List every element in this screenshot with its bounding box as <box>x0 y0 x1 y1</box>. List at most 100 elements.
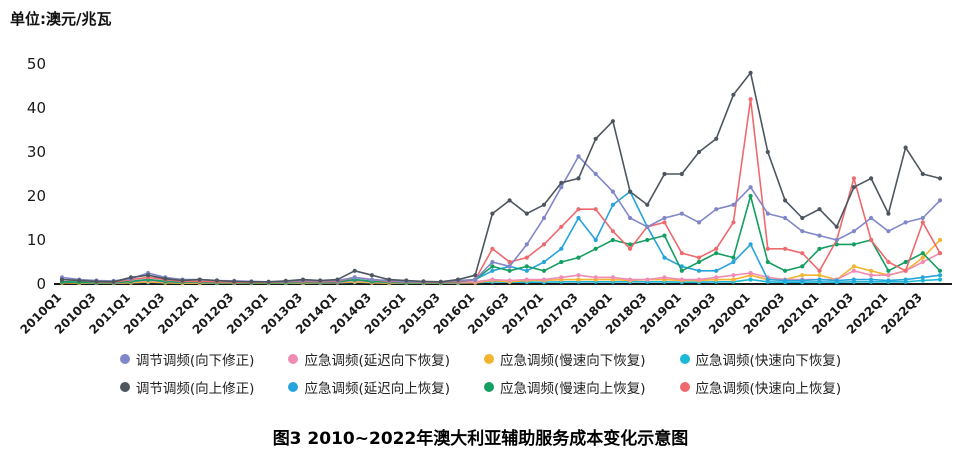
data-point <box>541 215 547 221</box>
data-point <box>524 268 529 273</box>
data-point <box>765 277 770 282</box>
data-point <box>886 211 891 216</box>
data-point <box>696 277 702 282</box>
figure-caption: 图3 2010~2022年澳大利亚辅助服务成本变化示意图 <box>272 429 689 449</box>
data-point <box>748 270 753 276</box>
data-point <box>662 255 667 260</box>
series-line <box>61 155 941 283</box>
data-point <box>662 220 667 225</box>
legend-label: 应急调频(快速向下恢复) <box>695 353 842 369</box>
legend-item: 应急调频(慢速向上恢复) <box>484 377 646 397</box>
data-point <box>214 278 219 283</box>
data-point <box>180 278 185 283</box>
data-point <box>869 277 874 282</box>
data-point <box>662 171 667 177</box>
data-point <box>576 277 581 282</box>
data-point <box>404 278 409 283</box>
data-point <box>249 279 254 284</box>
legend-label: 应急调频(延迟向上恢复) <box>304 381 450 397</box>
data-point <box>817 273 822 278</box>
data-point <box>645 224 650 229</box>
data-point <box>851 268 857 273</box>
data-point <box>576 255 581 260</box>
data-point <box>352 268 357 273</box>
data-point <box>266 279 271 284</box>
data-point <box>559 224 564 229</box>
legend-label: 应急调频(快速向上恢复) <box>695 381 842 397</box>
data-point <box>524 211 529 216</box>
data-point <box>696 259 702 265</box>
data-point <box>283 278 288 283</box>
data-point <box>765 246 770 251</box>
y-tick-label: 0 <box>36 275 46 293</box>
data-point <box>507 259 512 265</box>
data-point <box>817 277 822 282</box>
data-point <box>645 202 650 207</box>
data-point <box>696 220 702 225</box>
data-point <box>714 251 719 256</box>
data-point <box>920 278 925 283</box>
legend-item: 应急调频(快速向上恢复) <box>679 377 842 397</box>
series-line <box>61 71 941 283</box>
data-point <box>541 202 547 207</box>
data-point <box>318 278 323 283</box>
data-point <box>507 198 512 203</box>
data-point <box>559 185 564 190</box>
data-point <box>869 215 874 221</box>
data-point <box>748 242 753 247</box>
data-point <box>610 275 616 280</box>
legend-dot-icon <box>288 382 299 392</box>
legend-label: 应急调频(慢速向下恢复) <box>500 353 646 369</box>
data-point <box>886 278 891 283</box>
data-point <box>610 119 616 124</box>
data-point <box>232 279 237 284</box>
data-point <box>937 268 943 273</box>
data-point <box>77 278 82 283</box>
data-point <box>541 259 547 265</box>
data-point <box>662 215 667 221</box>
data-point <box>524 255 529 260</box>
legend-label: 应急调频(延迟向下恢复) <box>304 353 450 369</box>
data-point <box>834 278 839 283</box>
data-point <box>748 193 753 199</box>
data-point <box>490 259 495 265</box>
data-point <box>421 279 426 284</box>
data-point <box>869 268 874 273</box>
data-point <box>920 255 925 260</box>
data-point <box>524 264 529 269</box>
data-point <box>679 251 684 256</box>
y-tick-label: 10 <box>27 231 46 249</box>
data-point <box>576 207 581 212</box>
data-point <box>696 268 702 273</box>
data-point <box>197 277 202 282</box>
data-point <box>731 255 736 260</box>
data-point <box>610 237 616 243</box>
data-point <box>783 278 788 283</box>
data-point <box>937 251 943 256</box>
data-point <box>696 149 702 155</box>
legend-label: 调节调频(向下修正) <box>135 353 255 369</box>
data-point <box>920 251 925 256</box>
data-point <box>937 237 943 243</box>
legend-item: 应急调频(延迟向下恢复) <box>288 349 450 369</box>
data-point <box>714 246 719 251</box>
legend-dot-icon <box>484 354 494 364</box>
chart-area: 0 10 20 30 40 50 2010Q1 2010Q3 2011Q1 2011Q3 2012Q… <box>0 36 961 341</box>
data-point <box>800 278 805 283</box>
data-point <box>559 259 564 265</box>
data-point <box>679 171 684 177</box>
chart-svg: 010203040502010Q12010Q32011Q12011Q32012Q… <box>17 55 952 337</box>
data-point <box>473 277 478 282</box>
data-point <box>576 273 581 278</box>
data-point <box>507 278 512 283</box>
legend-label: 调节调频(向上修正) <box>135 381 255 397</box>
data-point <box>696 255 702 260</box>
data-point <box>59 277 65 282</box>
data-point <box>610 202 616 207</box>
data-point <box>369 273 374 278</box>
legend-dot-icon <box>288 354 299 364</box>
data-point <box>111 279 116 284</box>
data-point <box>834 237 839 243</box>
data-point <box>490 277 495 282</box>
data-point <box>903 277 908 282</box>
